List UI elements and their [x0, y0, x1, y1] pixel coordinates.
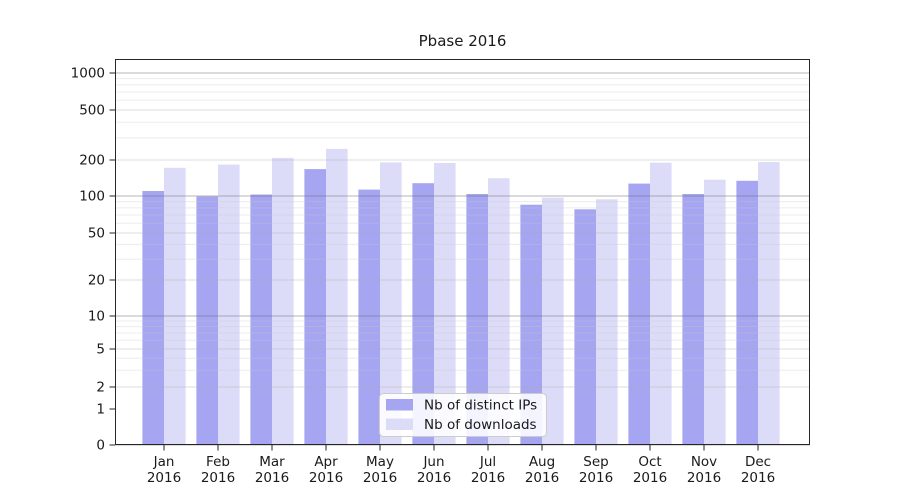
bar-distinct-ips-aug [520, 204, 542, 445]
bar-downloads-may [380, 162, 402, 445]
x-tick-label: Jun 2016 [417, 454, 451, 486]
legend-label: Nb of distinct IPs [424, 398, 537, 414]
bar-distinct-ips-jul [466, 194, 488, 445]
y-tick-label: 1 [96, 402, 105, 418]
bar-downloads-feb [218, 164, 240, 445]
bar-distinct-ips-may [358, 189, 380, 445]
bar-downloads-mar [272, 157, 294, 445]
x-tick-label: Oct 2016 [633, 454, 667, 486]
bar-distinct-ips-nov [682, 194, 704, 445]
bar-distinct-ips-jun [412, 183, 434, 445]
bar-distinct-ips-oct [628, 183, 650, 445]
y-tick-label: 1000 [71, 66, 105, 82]
y-tick-label: 200 [79, 153, 105, 169]
y-tick-label: 5 [96, 342, 105, 358]
x-tick-label: May 2016 [363, 454, 397, 486]
bar-downloads-sep [596, 199, 618, 445]
x-tick-label: Feb 2016 [201, 454, 235, 486]
bar-distinct-ips-jan [142, 191, 164, 445]
y-axis: 0 1 2 5 10 20 50 100 200 500 1000 [71, 66, 115, 454]
chart-title: Pbase 2016 [419, 32, 507, 50]
legend-box [379, 393, 547, 437]
bar-downloads-apr [326, 148, 348, 445]
bar-downloads-jan [164, 167, 186, 446]
legend: Nb of distinct IPs Nb of downloads [379, 393, 547, 437]
bar-downloads-aug [542, 197, 564, 445]
bar-distinct-ips-dec [736, 180, 758, 446]
y-tick-label: 2 [96, 380, 105, 396]
plot-spines [115, 59, 810, 445]
legend-swatch-downloads [386, 418, 413, 430]
bar-downloads-oct [650, 162, 672, 445]
legend-swatch-distinct-ips [386, 399, 413, 411]
bar-downloads-jun [434, 163, 456, 445]
y-tick-label: 100 [79, 189, 105, 205]
x-tick-label: Jul 2016 [471, 454, 505, 486]
y-tick-label: 10 [88, 309, 105, 325]
y-tick-label: 0 [96, 438, 105, 454]
y-tick-label: 20 [88, 273, 105, 289]
bar-downloads-dec [758, 162, 780, 445]
y-tick-label: 50 [88, 226, 105, 242]
legend-label: Nb of downloads [424, 417, 537, 433]
x-tick-label: Dec 2016 [741, 454, 775, 486]
bar-downloads-nov [704, 179, 726, 445]
x-tick-label: Sep 2016 [579, 454, 613, 486]
x-tick-label: Mar 2016 [255, 454, 289, 486]
x-axis: Jan 2016 Feb 2016 Mar 2016 Apr 2016 May 2016 Jun 20… [147, 445, 775, 486]
y-tick-label: 500 [79, 103, 105, 119]
x-tick-label: Nov 2016 [687, 454, 721, 486]
x-tick-label: Jan 2016 [147, 454, 181, 486]
bar-downloads-jul [488, 178, 510, 445]
bars-layer [142, 148, 780, 446]
bar-distinct-ips-apr [304, 169, 326, 445]
x-tick-label: Apr 2016 [309, 454, 343, 486]
x-tick-label: Aug 2016 [525, 454, 559, 486]
bar-distinct-ips-sep [574, 209, 596, 445]
bar-distinct-ips-mar [250, 194, 272, 445]
bar-distinct-ips-feb [196, 196, 218, 445]
